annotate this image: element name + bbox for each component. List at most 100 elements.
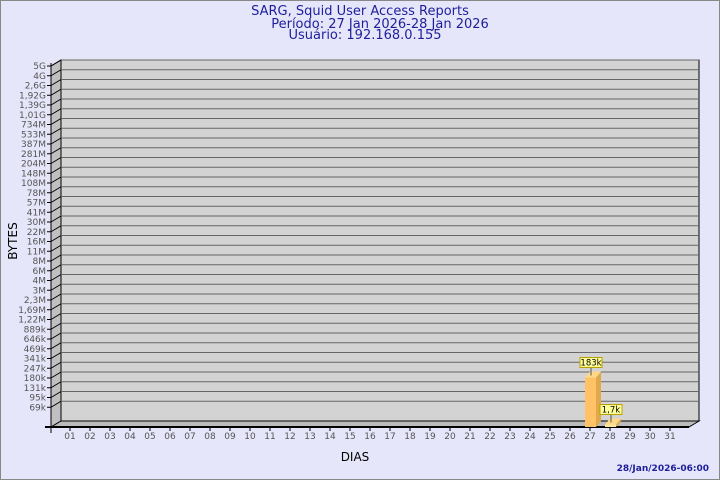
y-tick-label: 1,92G (19, 91, 46, 101)
y-tick-diag (50, 166, 62, 174)
y-tick-label: 2,6G (25, 82, 46, 92)
x-tick-label: 11 (264, 432, 275, 442)
y-tick-label: 5G (33, 62, 46, 72)
x-tick-label: 01 (64, 432, 75, 442)
x-tick-label: 20 (444, 432, 456, 442)
y-tick-label: 11M (27, 247, 46, 257)
y-tick-label: 8M (33, 257, 47, 267)
y-tick-label: 148M (21, 169, 46, 179)
y-tick-diag (50, 371, 62, 379)
y-tick-label: 1,22M (18, 316, 46, 326)
timestamp: 28/Jan/2026-06:00 (617, 464, 709, 474)
y-tick-label: 30M (27, 218, 46, 228)
x-tick-label: 31 (664, 432, 675, 442)
y-tick-diag (50, 322, 62, 330)
y-tick-diag (50, 69, 62, 77)
chart-title: SARG, Squid User Access Reports (251, 4, 469, 19)
y-tick-label: 95k (29, 394, 46, 404)
x-tick-label: 14 (324, 432, 336, 442)
y-tick-label: 108M (21, 179, 46, 189)
y-tick-label: 69k (29, 403, 46, 413)
y-tick-diag (50, 254, 62, 262)
y-tick-label: 734M (21, 121, 46, 131)
x-tick-label: 25 (544, 432, 555, 442)
y-tick-label: 41M (27, 208, 46, 218)
x-tick-label: 21 (464, 432, 475, 442)
y-tick-label: 22M (27, 228, 46, 238)
y-tick-label: 4G (33, 72, 46, 82)
y-tick-diag (50, 381, 62, 389)
x-tick-label: 02 (84, 432, 95, 442)
chart-subtitle-user: Usuário: 192.168.0.155 (288, 28, 442, 43)
bar-face (585, 371, 601, 378)
x-tick-label: 30 (644, 432, 656, 442)
y-tick-diag (50, 361, 62, 369)
y-tick-diag (50, 205, 62, 213)
x-tick-label: 17 (384, 432, 395, 442)
x-tick-label: 06 (164, 432, 176, 442)
y-tick-label: 533M (21, 130, 46, 140)
y-tick-diag (50, 225, 62, 233)
y-tick-label: 180k (24, 374, 47, 384)
x-tick-label: 18 (404, 432, 416, 442)
y-tick-diag (50, 88, 62, 96)
bar-face (616, 418, 621, 427)
y-tick-label: 131k (24, 384, 47, 394)
y-tick-diag (50, 293, 62, 301)
y-tick-diag (50, 313, 62, 320)
x-tick-label: 10 (244, 432, 256, 442)
y-tick-diag (50, 352, 62, 359)
y-tick-label: 4M (33, 277, 47, 287)
bar-28 (605, 418, 621, 427)
x-tick-label: 22 (484, 432, 495, 442)
y-tick-label: 469k (24, 345, 47, 355)
x-tick-label: 09 (224, 432, 236, 442)
bar-face (605, 424, 616, 427)
side-wall (50, 59, 62, 428)
y-tick-diag (50, 391, 62, 398)
data-label-box (599, 404, 623, 416)
y-tick-label: 1,01G (19, 111, 46, 121)
x-tick-label: 28 (604, 432, 616, 442)
y-tick-diag (50, 303, 62, 311)
x-tick-label: 26 (564, 432, 576, 442)
bar-face (585, 377, 596, 427)
y-tick-label: 341k (24, 355, 47, 365)
x-tick-label: 05 (144, 432, 155, 442)
y-tick-diag (50, 264, 62, 272)
y-tick-diag (50, 127, 62, 135)
y-tick-diag (50, 98, 62, 106)
x-tick-label: 16 (364, 432, 376, 442)
y-tick-label: 78M (27, 189, 46, 199)
y-tick-label: 204M (21, 160, 46, 170)
x-tick-label: 15 (344, 432, 355, 442)
y-axis-label: BYTES (6, 222, 20, 259)
y-tick-label: 57M (27, 199, 46, 209)
y-tick-label: 16M (27, 238, 46, 248)
y-tick-diag (50, 274, 62, 281)
bar-face (605, 418, 621, 425)
x-tick-label: 03 (104, 432, 115, 442)
y-tick-diag (50, 147, 62, 155)
x-tick-label: 08 (204, 432, 216, 442)
x-tick-label: 29 (624, 432, 636, 442)
y-tick-diag (50, 118, 62, 125)
bar-face (596, 371, 601, 427)
chart-subtitle-period: Período: 27 Jan 2026-28 Jan 2026 (271, 17, 489, 32)
y-tick-diag (50, 283, 62, 291)
y-tick-label: 3M (33, 286, 47, 296)
back-wall (60, 59, 700, 422)
y-tick-diag (50, 400, 62, 408)
x-tick-label: 24 (524, 432, 536, 442)
y-tick-label: 387M (21, 140, 46, 150)
x-tick-label: 12 (284, 432, 295, 442)
y-tick-diag (50, 332, 62, 340)
x-tick-label: 07 (184, 432, 195, 442)
y-tick-diag (50, 108, 62, 116)
y-tick-label: 281M (21, 150, 46, 160)
y-tick-diag (50, 59, 62, 67)
y-tick-label: 6M (33, 267, 47, 277)
y-tick-diag (50, 235, 62, 242)
